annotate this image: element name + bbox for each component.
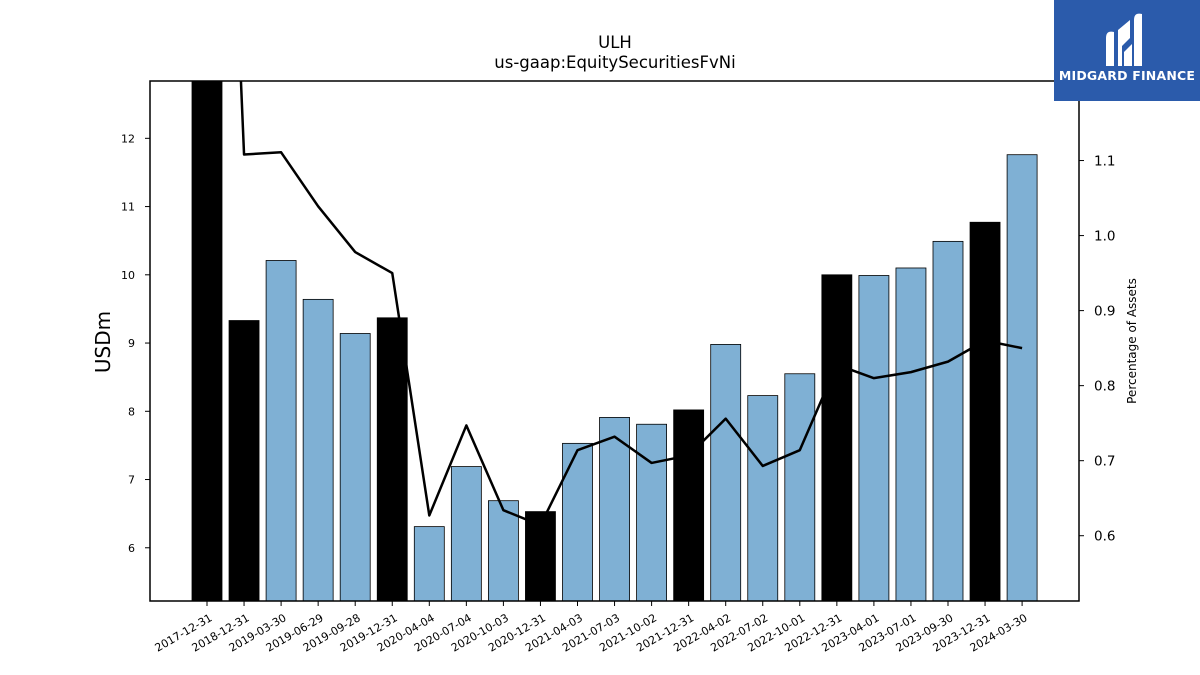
bar bbox=[784, 373, 816, 601]
y2-tick-label: 0.9 bbox=[1094, 304, 1115, 320]
chart-subtitle: us-gaap:EquitySecuritiesFvNi bbox=[494, 53, 735, 72]
y-axis: 6 7 8 9 10 11 12 bbox=[121, 132, 150, 555]
bar bbox=[932, 240, 964, 601]
bar bbox=[1006, 154, 1038, 601]
bar bbox=[636, 423, 667, 601]
y2-tick-label: 0.6 bbox=[1094, 529, 1115, 545]
bar bbox=[895, 267, 927, 601]
logo-text: MIDGARD FINANCE bbox=[1058, 68, 1196, 83]
bar bbox=[339, 333, 371, 601]
y2-tick-label: 0.8 bbox=[1094, 379, 1115, 395]
bar bbox=[413, 526, 445, 601]
bar bbox=[710, 344, 742, 601]
bar bbox=[450, 466, 482, 601]
bar bbox=[747, 395, 779, 601]
y-tick-label: 8 bbox=[128, 405, 135, 418]
bar bbox=[376, 317, 408, 601]
line-group bbox=[239, 81, 1023, 527]
bar bbox=[265, 260, 297, 601]
y-tick-label: 10 bbox=[121, 269, 135, 282]
y-tick-label: 12 bbox=[121, 132, 135, 145]
y-tick-label: 6 bbox=[128, 542, 135, 555]
y-tick-label: 7 bbox=[128, 474, 135, 487]
y2-tick-label: 1.0 bbox=[1094, 229, 1115, 245]
x-axis: 2017-12-312018-12-312019-03-302019-06-29… bbox=[153, 601, 1030, 655]
bar bbox=[969, 221, 1001, 601]
bar bbox=[487, 500, 519, 601]
chart-title: ULH bbox=[598, 33, 632, 52]
bar bbox=[821, 274, 853, 601]
series-line bbox=[239, 81, 1023, 527]
midgard-finance-logo: MIDGARD FINANCE bbox=[1054, 0, 1200, 101]
y2-tick-label: 1.1 bbox=[1094, 154, 1115, 170]
bar bbox=[599, 417, 630, 601]
bar-group bbox=[191, 81, 1038, 601]
y-axis-label: USDm bbox=[91, 311, 115, 373]
bar bbox=[191, 81, 223, 601]
midgard-logo-icon bbox=[1106, 13, 1142, 67]
bar bbox=[525, 511, 556, 601]
bar bbox=[858, 275, 890, 601]
y2-axis-label: Percentage of Assets bbox=[1125, 278, 1139, 404]
y-tick-label: 9 bbox=[128, 337, 135, 350]
bar bbox=[673, 409, 705, 601]
bar bbox=[562, 442, 593, 601]
bar bbox=[302, 298, 334, 601]
y-tick-label: 11 bbox=[121, 201, 135, 214]
bar bbox=[228, 320, 260, 601]
y2-axis: 0.6 0.7 0.8 0.9 1.0 1.1 bbox=[1079, 154, 1115, 545]
y2-tick-label: 0.7 bbox=[1094, 454, 1115, 470]
